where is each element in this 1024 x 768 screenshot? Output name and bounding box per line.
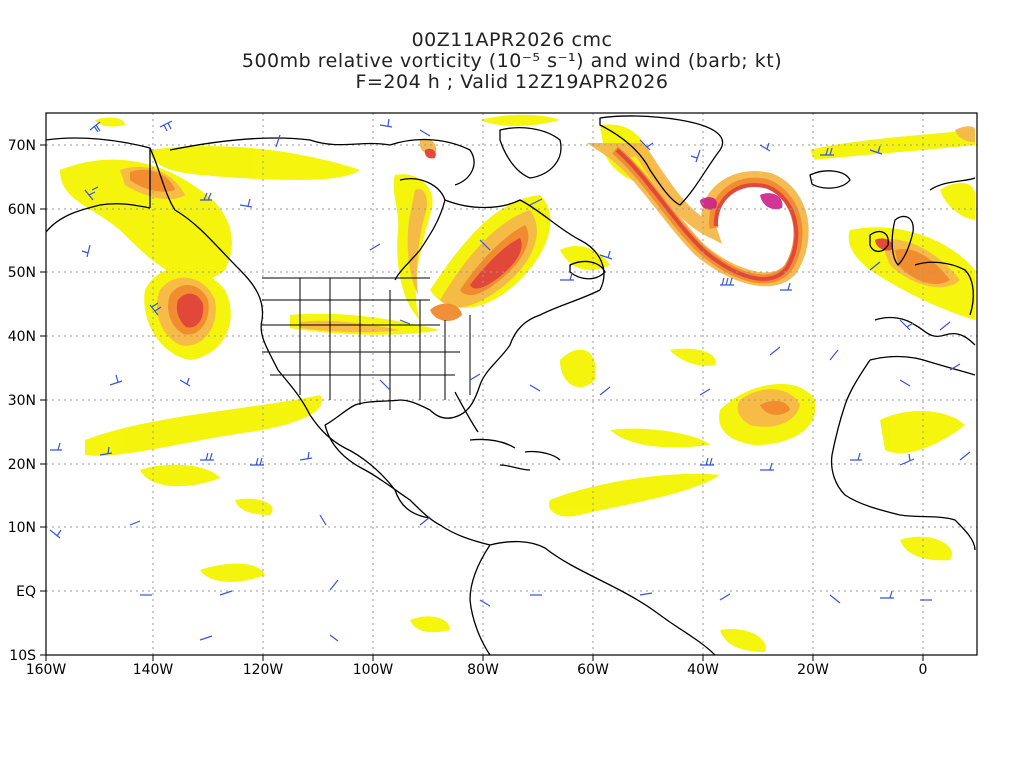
lon-label: 20W	[797, 662, 829, 678]
lat-label: 60N	[8, 202, 36, 218]
lat-lon-grid	[46, 113, 977, 655]
latitude-labels: 70N 60N 50N 40N 30N 20N 10N EQ 10S	[8, 138, 36, 664]
lon-label: 80W	[467, 662, 499, 678]
title-line-field: 500mb relative vorticity (10⁻⁵ s⁻¹) and …	[241, 50, 783, 72]
lon-label: 40W	[687, 662, 719, 678]
vorticity-shading	[60, 114, 975, 652]
map-title: 00Z11APR2026 cmc 500mb relative vorticit…	[0, 30, 1024, 93]
lat-label: 10N	[8, 520, 36, 536]
lon-label: 60W	[577, 662, 609, 678]
tick-marks	[40, 144, 924, 661]
lat-label: 10S	[9, 648, 36, 664]
plot-frame	[45, 112, 978, 656]
lat-label: 70N	[8, 138, 36, 154]
lat-label: 40N	[8, 329, 36, 345]
longitude-labels: 160W 140W 120W 100W 80W 60W 40W 20W 0	[26, 662, 928, 678]
lon-label: 100W	[353, 662, 394, 678]
lat-label: EQ	[16, 584, 36, 600]
lat-label: 30N	[8, 393, 36, 409]
lon-label: 120W	[243, 662, 284, 678]
title-line-run: 00Z11APR2026 cmc	[411, 29, 613, 51]
lat-label: 20N	[8, 457, 36, 473]
wind-barbs	[49, 118, 971, 642]
coastlines	[46, 115, 976, 655]
title-line-valid: F=204 h ; Valid 12Z19APR2026	[355, 71, 669, 93]
lon-label: 160W	[26, 662, 67, 678]
lon-label: 0	[919, 662, 928, 678]
lat-label: 50N	[8, 265, 36, 281]
lon-label: 140W	[133, 662, 174, 678]
